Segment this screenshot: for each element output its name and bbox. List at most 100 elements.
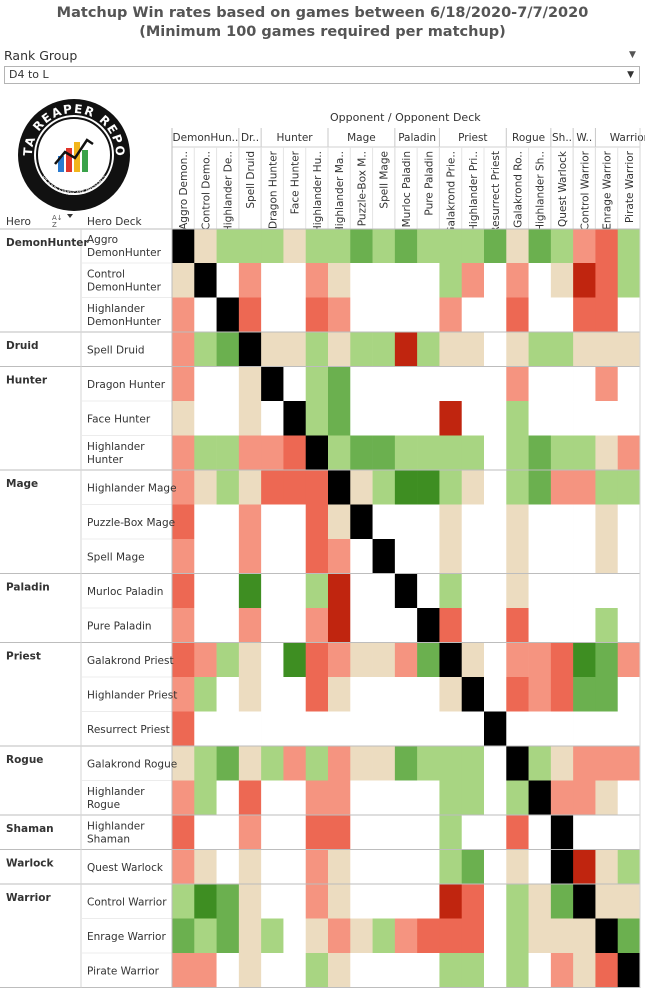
svg-text:Z: Z (52, 221, 57, 229)
heatmap-cell (216, 884, 240, 919)
heatmap-cell (305, 263, 329, 298)
heatmap-cell (172, 470, 195, 505)
heatmap-cell (216, 539, 240, 574)
heatmap-cell (238, 229, 262, 264)
heatmap-cell (417, 573, 440, 609)
heatmap-cell (461, 642, 485, 678)
hero-deck-label-line-2: DemonHunter (87, 281, 162, 293)
heatmap-cell (417, 401, 440, 436)
heatmap-cell (216, 953, 240, 988)
hero-label: DemonHunter (6, 237, 89, 249)
heatmap-cell (283, 366, 307, 402)
heatmap-cell (283, 539, 307, 574)
heatmap-cell (573, 918, 596, 954)
heatmap-cell (328, 918, 351, 954)
hero-label: Mage (6, 478, 38, 490)
heatmap-cell (283, 401, 307, 436)
hero-deck-header: Hero Deck (87, 216, 143, 228)
heatmap-cell (372, 953, 396, 988)
heatmap-cell (305, 435, 329, 471)
heatmap-cell (417, 884, 440, 919)
opponent-class-label: Rogue (512, 132, 545, 144)
hero-deck-label: Murloc Paladin (87, 586, 163, 598)
heatmap-cell (238, 884, 262, 919)
heatmap-cell (461, 435, 485, 471)
heatmap-cell (261, 539, 284, 574)
heatmap-cell (283, 297, 307, 333)
heatmap-cell (394, 608, 418, 643)
heatmap-cell (305, 401, 329, 436)
chart-title-line-1: Matchup Win rates based on games between… (56, 5, 589, 21)
heatmap-cell (372, 401, 396, 436)
heatmap-cell (328, 470, 351, 505)
heatmap-cell (528, 918, 552, 954)
heatmap-cell (617, 884, 641, 919)
heatmap-cell (439, 884, 463, 919)
heatmap-cell (439, 401, 463, 436)
opponent-deck-label: Murloc Paladin (401, 151, 413, 227)
heatmap-cell (305, 366, 329, 402)
heatmap-cell (484, 815, 507, 850)
opponent-deck-label: Highlander De.. (223, 151, 235, 233)
heatmap-cell (238, 573, 262, 609)
heatmap-cell (595, 815, 619, 850)
opponent-deck-label: Control Demo.. (200, 151, 212, 230)
heatmap-cell (461, 297, 485, 333)
hero-deck-label: Galakrond Priest (87, 655, 174, 667)
heatmap-cell (439, 573, 463, 609)
heatmap-cell (350, 504, 373, 540)
heatmap-cell (617, 539, 641, 574)
heatmap-cell (261, 677, 284, 712)
heatmap-cell (417, 849, 440, 885)
heatmap-cell (216, 297, 240, 333)
heatmap-cell (372, 435, 396, 471)
opponent-header: Opponent / Opponent Deck (330, 111, 481, 124)
heatmap-cell (216, 677, 240, 712)
opponent-deck-label: Face Hunter (290, 150, 302, 214)
heatmap-cell (305, 470, 329, 505)
heatmap-cell (305, 608, 329, 643)
heatmap-cell (528, 297, 552, 333)
hero-label: Warrior (6, 892, 51, 904)
heatmap-cell (238, 953, 262, 988)
heatmap-cell (595, 332, 619, 367)
heatmap-cell (550, 332, 574, 367)
heatmap-cell (528, 884, 552, 919)
heatmap-cell (350, 642, 373, 678)
heatmap-cell (461, 539, 485, 574)
heatmap-cell (172, 677, 195, 712)
heatmap-cell (261, 642, 284, 678)
heatmap-cell (305, 504, 329, 540)
heatmap-cell (172, 504, 195, 540)
heatmap-cell (417, 297, 440, 333)
opponent-deck-label: Highlander Ma.. (334, 151, 346, 234)
heatmap-cell (550, 953, 574, 988)
chart-subtitle: (Minimum 100 games required per matchup) (139, 24, 506, 40)
rank-group-dropdown[interactable]: D4 to L ▼ (4, 66, 640, 84)
heatmap-cell (172, 642, 195, 678)
heatmap-cell (461, 711, 485, 747)
heatmap-cell (216, 642, 240, 678)
heatmap-cell (394, 229, 418, 264)
heatmap-cell (506, 746, 529, 781)
heatmap-cell (417, 263, 440, 298)
heatmap-cell (350, 229, 373, 264)
heatmap-cell (528, 849, 552, 885)
heatmap-cell (484, 918, 507, 954)
heatmap-cell (394, 435, 418, 471)
heatmap-cell (417, 229, 440, 264)
rank-group-menu-icon[interactable]: ▼ (629, 50, 636, 60)
heatmap-cell (617, 470, 641, 505)
heatmap-cell (484, 642, 507, 678)
heatmap-cell (194, 435, 217, 471)
heatmap-cell (372, 573, 396, 609)
heatmap-cell (595, 539, 619, 574)
heatmap-cell (595, 366, 619, 402)
heatmap-cell (528, 711, 552, 747)
heatmap-cell (439, 539, 463, 574)
heatmap-cell (439, 435, 463, 471)
heatmap-cell (394, 815, 418, 850)
heatmap-cell (283, 815, 307, 850)
hero-deck-label: Spell Druid (87, 344, 145, 356)
opponent-deck-label: Aggro Demon.. (178, 151, 190, 230)
